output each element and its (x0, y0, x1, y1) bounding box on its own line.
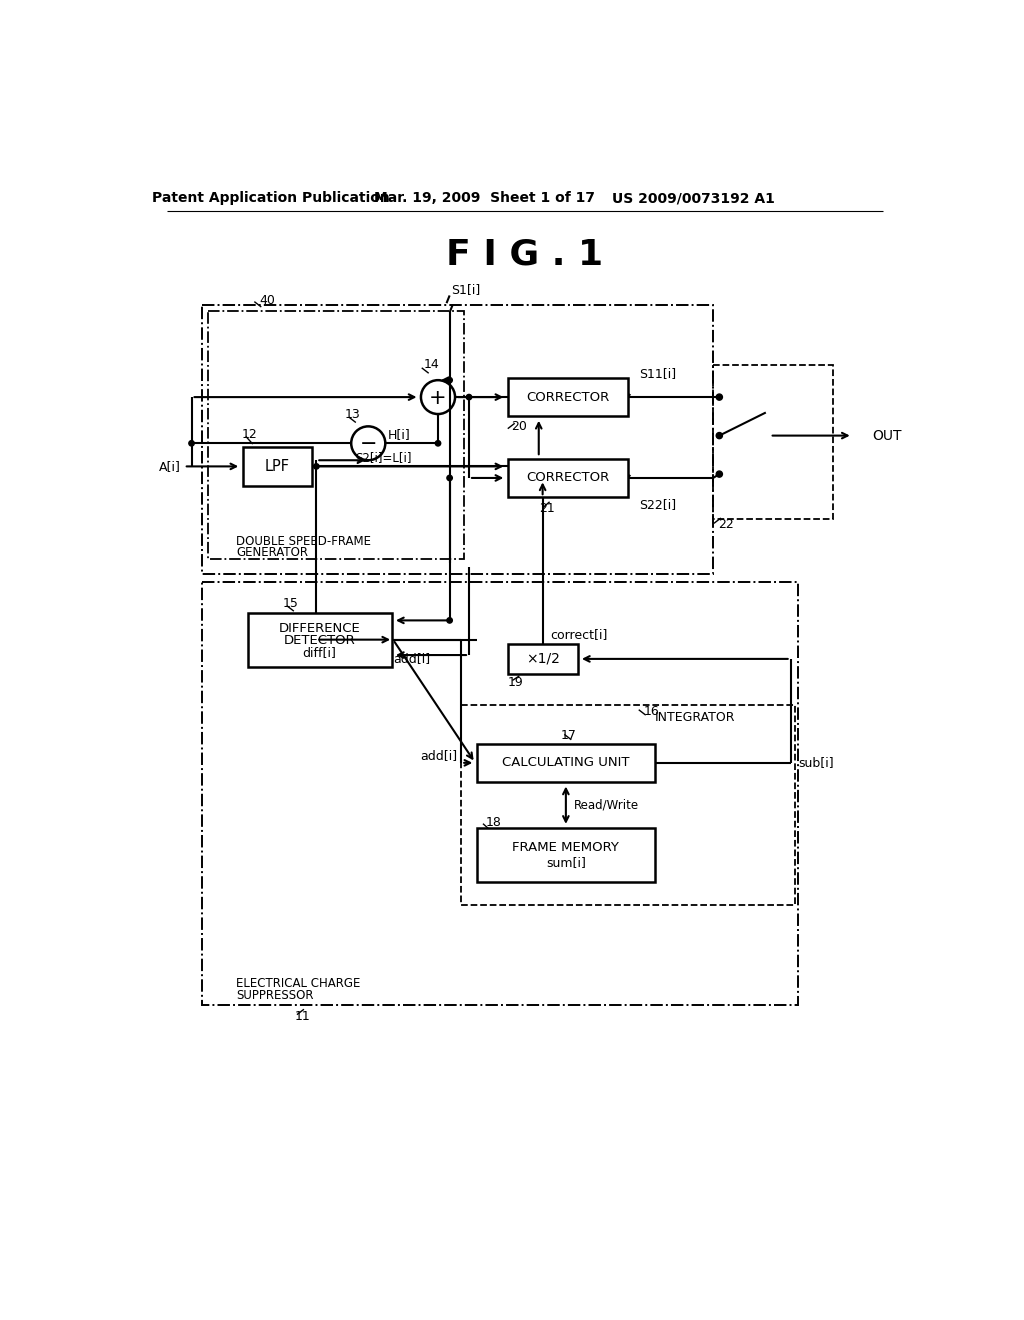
Text: CALCULATING UNIT: CALCULATING UNIT (502, 756, 630, 770)
Text: add[i]: add[i] (393, 652, 430, 665)
Bar (508, 459, 628, 498)
Text: DIFFERENCE: DIFFERENCE (279, 622, 360, 635)
Text: CORRECTOR: CORRECTOR (526, 471, 609, 484)
Bar (461, 705, 795, 906)
Text: 14: 14 (424, 358, 439, 371)
Text: S22[i]: S22[i] (640, 499, 677, 511)
Circle shape (313, 463, 319, 469)
Circle shape (466, 395, 472, 400)
Bar (508, 644, 578, 675)
Bar (202, 582, 799, 1006)
Text: 20: 20 (512, 420, 527, 433)
Circle shape (716, 433, 722, 438)
Bar (713, 364, 834, 519)
Text: 21: 21 (539, 502, 554, 515)
Circle shape (446, 475, 453, 480)
Text: −: − (359, 434, 377, 454)
Text: H[i]: H[i] (388, 428, 411, 441)
Text: 13: 13 (345, 408, 360, 421)
Text: CORRECTOR: CORRECTOR (526, 391, 609, 404)
Bar (202, 305, 713, 574)
Text: FRAME MEMORY: FRAME MEMORY (512, 841, 620, 854)
Circle shape (446, 378, 453, 383)
Text: 22: 22 (719, 519, 734, 532)
Text: 17: 17 (560, 730, 577, 742)
Circle shape (716, 393, 722, 400)
Text: 16: 16 (643, 705, 659, 718)
Text: +: + (429, 388, 446, 408)
Text: sum[i]: sum[i] (546, 857, 586, 870)
Text: DETECTOR: DETECTOR (284, 634, 355, 647)
Text: 12: 12 (242, 428, 258, 441)
Text: Mar. 19, 2009  Sheet 1 of 17: Mar. 19, 2009 Sheet 1 of 17 (374, 191, 595, 206)
Text: INTEGRATOR: INTEGRATOR (655, 711, 735, 723)
Text: F I G . 1: F I G . 1 (446, 238, 603, 272)
Text: 11: 11 (295, 1010, 310, 1023)
Text: ×1/2: ×1/2 (525, 652, 559, 665)
Text: GENERATOR: GENERATOR (237, 546, 308, 560)
Bar (243, 447, 312, 486)
Text: correct[i]: correct[i] (550, 628, 608, 640)
Text: Patent Application Publication: Patent Application Publication (153, 191, 390, 206)
Text: SUPPRESSOR: SUPPRESSOR (237, 989, 314, 1002)
Text: ELECTRICAL CHARGE: ELECTRICAL CHARGE (237, 977, 360, 990)
Bar (477, 829, 655, 882)
Text: Read/Write: Read/Write (573, 799, 639, 812)
Text: 40: 40 (260, 293, 275, 306)
Bar (477, 743, 655, 781)
Circle shape (188, 441, 195, 446)
Text: sub[i]: sub[i] (799, 756, 834, 770)
Bar (508, 378, 628, 416)
Bar (208, 312, 464, 558)
Text: 18: 18 (486, 816, 502, 829)
Circle shape (435, 441, 440, 446)
Text: S11[i]: S11[i] (640, 367, 677, 380)
Circle shape (446, 618, 453, 623)
Text: OUT: OUT (872, 429, 901, 442)
Text: US 2009/0073192 A1: US 2009/0073192 A1 (612, 191, 775, 206)
Text: LPF: LPF (265, 459, 290, 474)
Text: 15: 15 (283, 597, 299, 610)
Text: diff[i]: diff[i] (302, 647, 336, 659)
Circle shape (716, 471, 722, 478)
Text: DOUBLE SPEED-FRAME: DOUBLE SPEED-FRAME (237, 535, 372, 548)
Bar (248, 612, 391, 667)
Text: S1[i]: S1[i] (452, 282, 480, 296)
Text: add[i]: add[i] (420, 748, 458, 762)
Text: 19: 19 (508, 676, 523, 689)
Text: S2[i]=L[i]: S2[i]=L[i] (355, 450, 412, 463)
Text: A[i]: A[i] (159, 459, 180, 473)
